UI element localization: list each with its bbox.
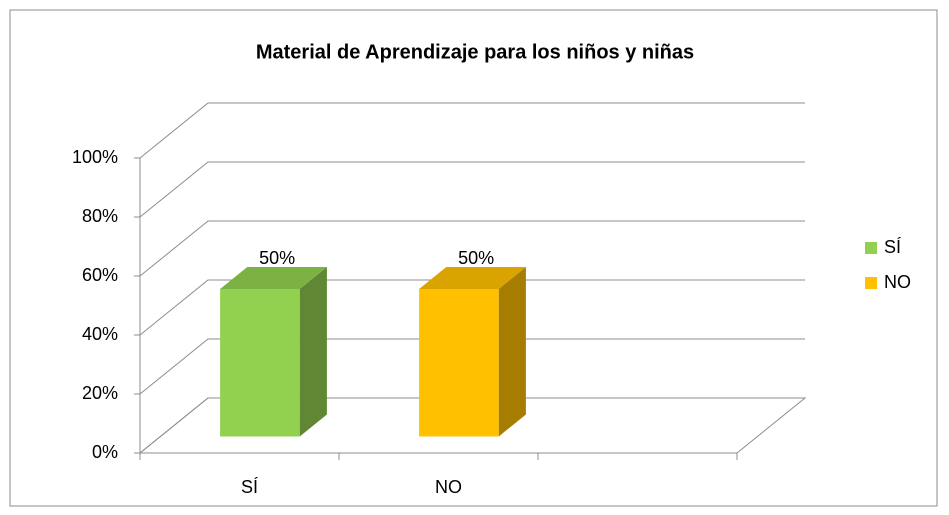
bar <box>419 289 499 437</box>
grid-line <box>139 397 805 454</box>
bar-top <box>419 267 526 289</box>
bar-side <box>299 267 327 437</box>
y-tick-label: 100% <box>72 147 118 167</box>
data-label: 50% <box>458 248 494 268</box>
grid-line <box>139 220 805 277</box>
bar-side <box>498 267 526 437</box>
grid-line <box>139 161 805 218</box>
legend-swatch <box>865 242 877 254</box>
chart-title: Material de Aprendizaje para los niños y… <box>256 41 694 63</box>
y-tick-label: 60% <box>82 265 118 285</box>
data-label: 50% <box>259 248 295 268</box>
grid-line <box>139 279 805 336</box>
legend-label: NO <box>884 272 911 292</box>
grid-line <box>139 338 805 395</box>
y-tick-label: 40% <box>82 324 118 344</box>
legend-label: SÍ <box>884 237 901 257</box>
grid-line <box>139 102 805 159</box>
x-tick-label: SÍ <box>241 477 258 497</box>
bar-top <box>220 267 327 289</box>
x-tick-label: NO <box>435 477 462 497</box>
y-tick-label: 0% <box>92 442 118 462</box>
legend-swatch <box>865 277 877 289</box>
y-tick-label: 20% <box>82 383 118 403</box>
y-tick-label: 80% <box>82 206 118 226</box>
bar <box>220 289 300 437</box>
